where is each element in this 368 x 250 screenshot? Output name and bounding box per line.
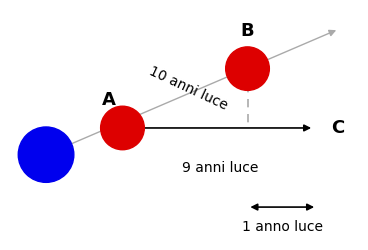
Text: 9 anni luce: 9 anni luce xyxy=(181,160,258,174)
Text: A: A xyxy=(102,91,116,109)
Circle shape xyxy=(18,127,74,182)
Text: B: B xyxy=(241,22,254,40)
Circle shape xyxy=(100,106,144,150)
Text: 10 anni luce: 10 anni luce xyxy=(146,64,230,113)
Text: 1 anno luce: 1 anno luce xyxy=(242,220,323,234)
Text: C: C xyxy=(331,119,344,137)
Circle shape xyxy=(226,47,269,90)
